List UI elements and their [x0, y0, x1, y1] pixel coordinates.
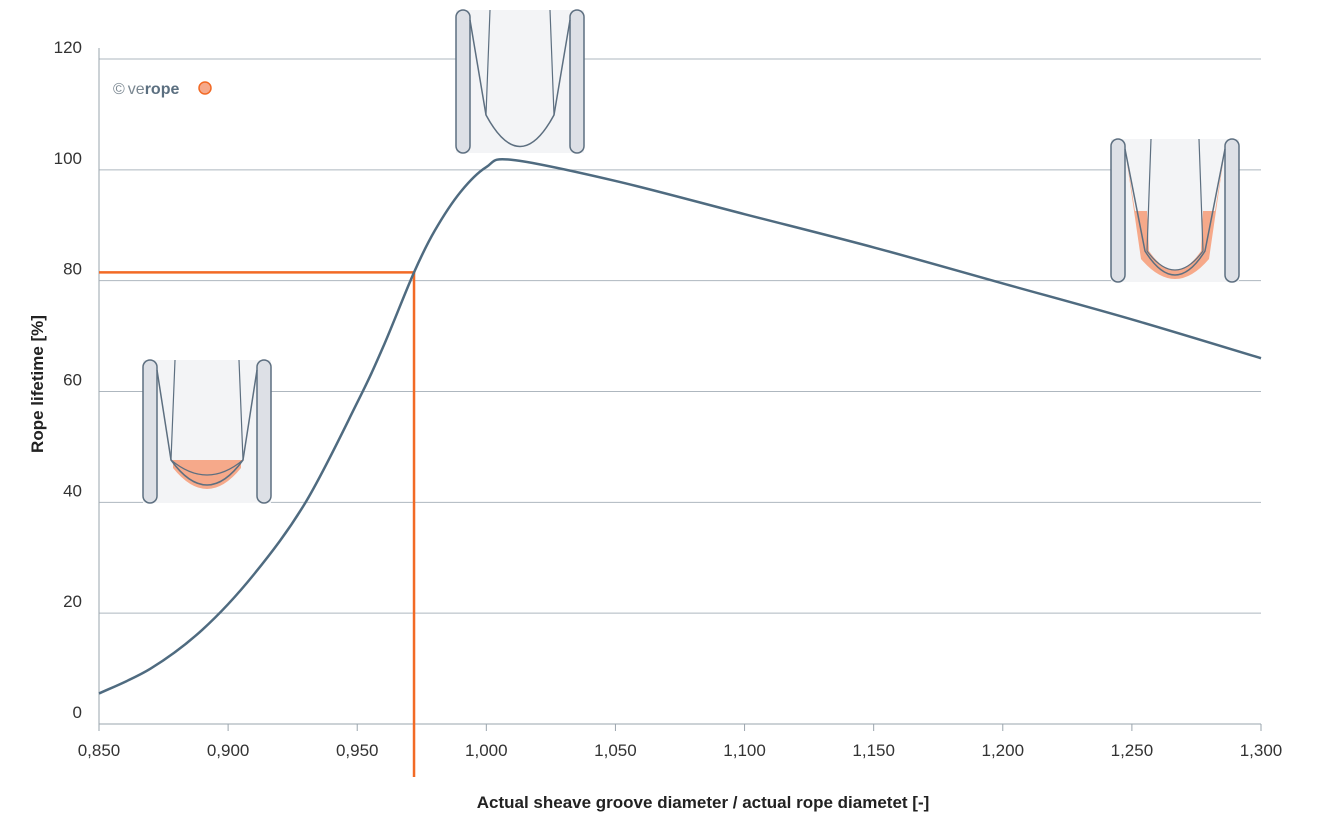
highlight-lines [99, 271, 416, 777]
y-tick-label: 60 [63, 371, 82, 390]
logo-bold-text: rope [145, 81, 180, 98]
groove-illustration-optimal [455, 9, 585, 154]
x-tick-label: 0,950 [336, 741, 379, 760]
y-tick-label: 20 [63, 592, 82, 611]
x-axis-title: Actual sheave groove diameter / actual r… [477, 793, 930, 812]
groove-illustration-narrow [142, 359, 272, 504]
x-tick-label: 1,150 [852, 741, 895, 760]
axes [98, 48, 1262, 731]
series-lines [98, 158, 1262, 695]
x-tick-label: 0,850 [78, 741, 121, 760]
x-tick-label: 1,250 [1111, 741, 1154, 760]
logo-prefix: ve [128, 81, 145, 98]
x-tick-label: 1,000 [465, 741, 508, 760]
y-tick-label: 80 [63, 260, 82, 279]
y-tick-label: 100 [54, 149, 82, 168]
y-tick-label: 0 [73, 703, 82, 722]
grid-lines [99, 58, 1261, 614]
y-axis-title: Rope lifetime [%] [28, 315, 47, 453]
series-line-0 [98, 158, 1262, 695]
logo-copyright: © [113, 81, 125, 98]
y-tick-labels: 0 20 40 60 80 100 120 [54, 38, 82, 722]
y-tick-label: 120 [54, 38, 82, 57]
x-tick-label: 0,900 [207, 741, 250, 760]
x-tick-label: 1,050 [594, 741, 637, 760]
x-tick-label: 1,300 [1240, 741, 1283, 760]
x-tick-label: 1,100 [723, 741, 766, 760]
y-tick-label: 40 [63, 481, 82, 500]
logo-rope-icon [198, 81, 212, 95]
x-tick-label: 1,200 [982, 741, 1025, 760]
verope-logo: © verope [113, 81, 212, 98]
groove-illustration-wide [1110, 138, 1240, 283]
x-tick-labels: 0,850 0,900 0,950 1,000 1,050 1,100 1,150 1,200… [78, 741, 1283, 760]
svg-text:©verope: © verope [113, 81, 179, 98]
